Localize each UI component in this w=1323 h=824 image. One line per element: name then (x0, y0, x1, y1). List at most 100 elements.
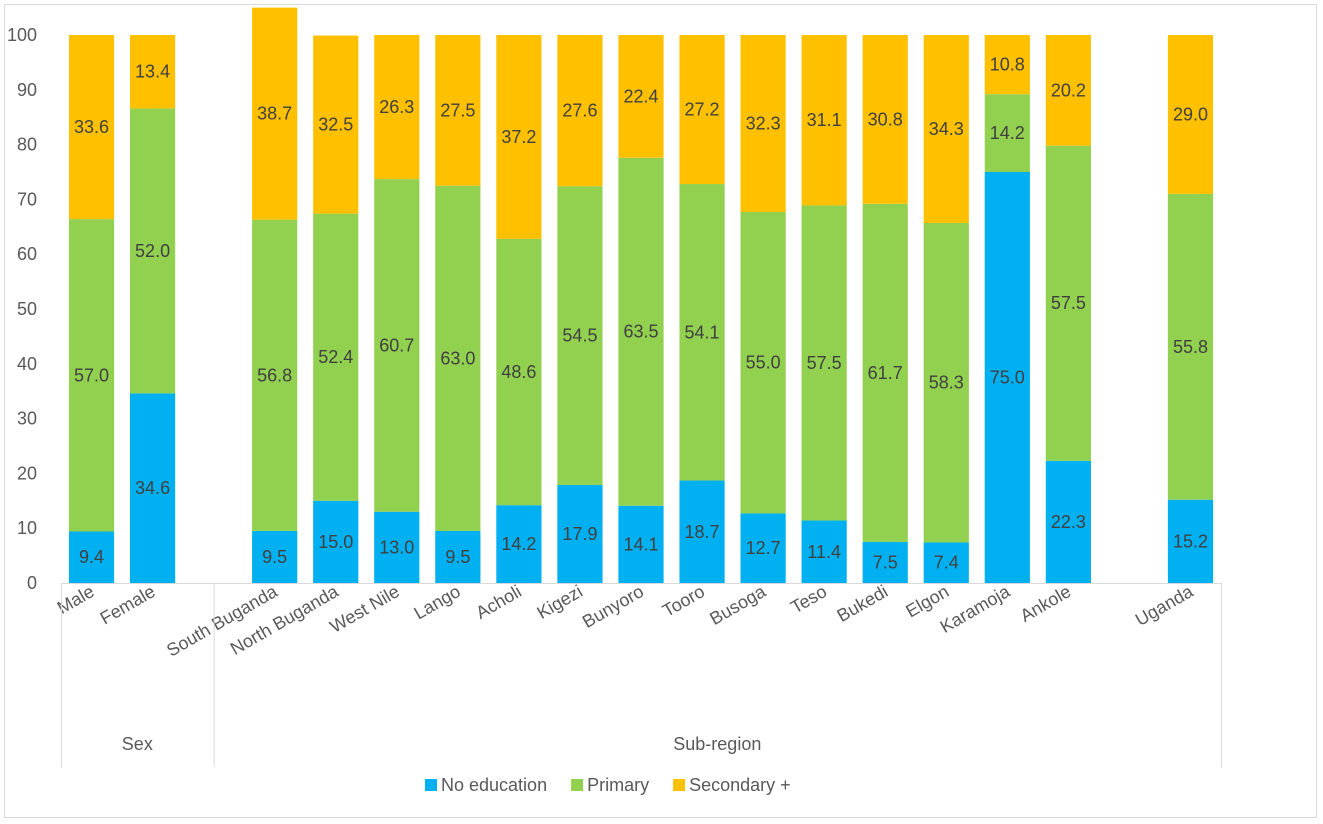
bar-secondary (984, 35, 1030, 95)
group-label-sex: Sex (122, 734, 153, 754)
y-tick-label: 70 (17, 189, 37, 209)
bar-no-education (740, 513, 786, 583)
x-tick-label: Lango (410, 581, 463, 623)
x-tick-label: Tooro (659, 581, 708, 621)
x-tick-label: Busoga (706, 581, 770, 629)
data-label: 31.1 (807, 110, 842, 130)
data-label: 9.5 (262, 547, 287, 567)
data-labels: 9.4 57.0 33.6 34.6 52.0 13.4 9.5 56.8 38.7 15.0 52… (74, 55, 1208, 573)
bar-secondary (313, 35, 359, 214)
data-label: 61.7 (868, 363, 903, 383)
data-label: 15.0 (318, 532, 353, 552)
data-label: 55.0 (746, 353, 781, 373)
x-tick-label: Teso (787, 581, 830, 617)
bar-no-education (862, 541, 908, 583)
y-tick-label: 10 (17, 518, 37, 538)
bar-primary (923, 222, 969, 543)
data-label: 27.5 (440, 100, 475, 120)
data-label: 30.8 (868, 109, 903, 129)
data-label: 52.0 (135, 241, 170, 261)
stacked-bar-chart: 0 10 20 30 40 50 60 70 80 90 100 9.4 57.0 33.6 34.6 52… (7, 7, 1222, 795)
bar-primary (68, 219, 115, 532)
legend: No education Primary Secondary + (425, 775, 791, 795)
bars (68, 7, 1214, 583)
y-tick-label: 30 (17, 409, 37, 429)
data-label: 27.6 (562, 101, 597, 121)
data-label: 32.3 (746, 114, 781, 134)
y-tick-label: 20 (17, 463, 37, 483)
data-label: 20.2 (1051, 80, 1086, 100)
data-label: 63.0 (440, 348, 475, 368)
data-label: 55.8 (1173, 337, 1208, 357)
data-label: 12.7 (746, 538, 781, 558)
bar-secondary (923, 35, 969, 223)
bar-primary (374, 179, 420, 512)
y-tick-label: 60 (17, 244, 37, 264)
x-tick-label: West Nile (326, 581, 402, 637)
data-label: 9.5 (445, 547, 470, 567)
bar-no-education (1167, 499, 1214, 583)
bar-secondary (68, 35, 115, 220)
data-label: 32.5 (318, 115, 353, 135)
data-label: 63.5 (623, 322, 658, 342)
bar-secondary (679, 35, 725, 185)
bar-secondary (740, 35, 786, 213)
bar-secondary (252, 7, 298, 220)
x-tick-label: Uganda (1132, 581, 1197, 630)
group-label-sub-region: Sub-region (673, 734, 761, 754)
y-tick-label: 100 (7, 25, 37, 45)
bar-no-education (618, 505, 664, 583)
y-tick-label: 80 (17, 135, 37, 155)
data-label: 26.3 (379, 97, 414, 117)
bar-no-education (435, 530, 481, 583)
bar-primary (1045, 145, 1091, 461)
data-label: 54.5 (562, 326, 597, 346)
data-label: 7.4 (934, 553, 959, 573)
x-tick-label: Acholi (472, 581, 524, 623)
data-label: 7.5 (873, 552, 898, 572)
data-label: 57.5 (807, 353, 842, 373)
data-label: 10.8 (990, 55, 1025, 75)
bar-secondary (1167, 35, 1214, 194)
x-tick-label: North Buganda (227, 581, 343, 659)
chart-frame: 0 10 20 30 40 50 60 70 80 90 100 9.4 57.0 33.6 34.6 52… (4, 4, 1317, 818)
bar-no-education (129, 393, 176, 583)
bar-primary (740, 212, 786, 514)
bar-no-education (1045, 460, 1091, 583)
bar-secondary (496, 35, 542, 239)
bar-primary (1167, 193, 1214, 500)
legend-label-primary: Primary (587, 775, 649, 795)
bar-primary (984, 94, 1030, 172)
y-tick-label: 50 (17, 299, 37, 319)
legend-swatch-secondary (673, 779, 686, 791)
y-tick-label: 0 (27, 573, 37, 593)
legend-label-secondary: Secondary + (689, 775, 791, 795)
bar-secondary (801, 35, 847, 206)
data-label: 15.2 (1173, 531, 1208, 551)
data-label: 33.6 (74, 117, 109, 137)
x-tick-label: Male (54, 581, 98, 618)
data-label: 60.7 (379, 335, 414, 355)
x-tick-label: Kigezi (533, 581, 585, 623)
data-label: 9.4 (79, 547, 104, 567)
bar-no-education (313, 500, 359, 583)
data-label: 14.1 (623, 534, 658, 554)
bar-primary (252, 219, 298, 531)
legend-swatch-no-education (425, 779, 437, 791)
data-label: 57.5 (1051, 293, 1086, 313)
data-label: 37.2 (501, 127, 536, 147)
data-label: 27.2 (685, 100, 720, 120)
bar-secondary (1045, 35, 1091, 146)
y-tick-label: 40 (17, 354, 37, 374)
bar-no-education (984, 172, 1030, 583)
data-label: 54.1 (685, 322, 720, 342)
data-label: 58.3 (929, 373, 964, 393)
y-axis: 0 10 20 30 40 50 60 70 80 90 100 (7, 25, 37, 593)
data-label: 22.4 (623, 86, 658, 106)
bar-secondary (557, 35, 603, 187)
bar-no-education (374, 511, 420, 583)
x-tick-label: Ankole (1017, 581, 1075, 626)
data-label: 18.7 (685, 522, 720, 542)
data-label: 13.4 (135, 62, 170, 82)
